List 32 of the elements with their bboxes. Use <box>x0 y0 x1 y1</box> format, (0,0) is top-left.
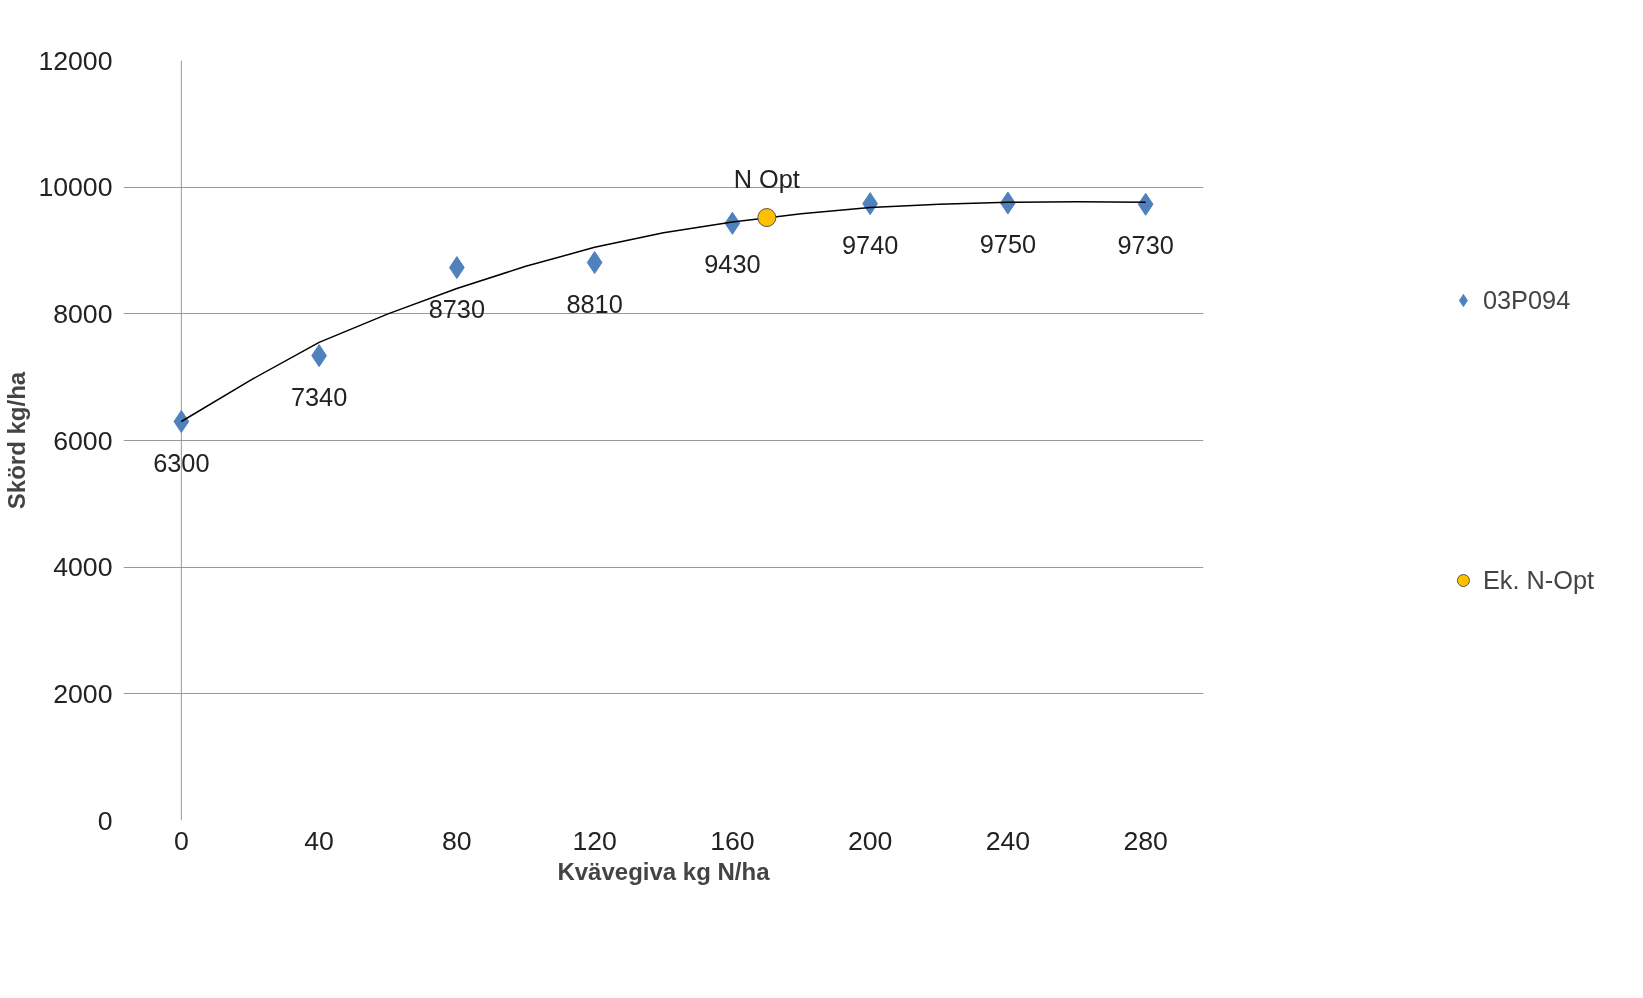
data-label: 8730 <box>428 294 486 323</box>
annotation: N Opt <box>733 164 800 193</box>
x-tick-label: 240 <box>985 825 1031 856</box>
x-tick-label: 40 <box>304 825 334 856</box>
data-label: 8810 <box>566 289 623 318</box>
legend-label: Ek. N-Opt <box>1482 565 1595 595</box>
data-label: 9730 <box>1117 231 1174 260</box>
y-tick-label: 2000 <box>53 678 113 709</box>
x-axis-title: Kvävegiva kg N/ha <box>557 857 771 885</box>
point <box>586 251 603 275</box>
y-tick-label: 10000 <box>38 172 113 203</box>
data-label: 9750 <box>979 230 1037 258</box>
y-tick-label: 8000 <box>53 298 113 329</box>
data-label: 6300 <box>153 448 210 477</box>
y-tick-label: 6000 <box>53 425 113 456</box>
data-label: 7340 <box>290 382 348 411</box>
data-label: 9430 <box>704 250 761 279</box>
y-axis-title: Skörd kg/ha <box>3 371 31 510</box>
legend-label: 03P094 <box>1482 285 1571 315</box>
x-tick-label: 0 <box>173 825 189 856</box>
x-tick-label: 280 <box>1123 825 1168 856</box>
x-tick-label: 120 <box>572 825 617 856</box>
x-tick-label: 80 <box>442 825 472 856</box>
point <box>173 410 190 433</box>
point <box>1137 192 1154 216</box>
y-tick-label: 0 <box>97 805 113 836</box>
y-tick-label: 4000 <box>53 552 113 583</box>
data-label: 9740 <box>841 230 899 259</box>
point <box>757 208 777 228</box>
x-tick-label: 160 <box>710 825 755 856</box>
x-tick-label: 200 <box>847 825 893 856</box>
y-tick-label: 12000 <box>38 45 113 76</box>
